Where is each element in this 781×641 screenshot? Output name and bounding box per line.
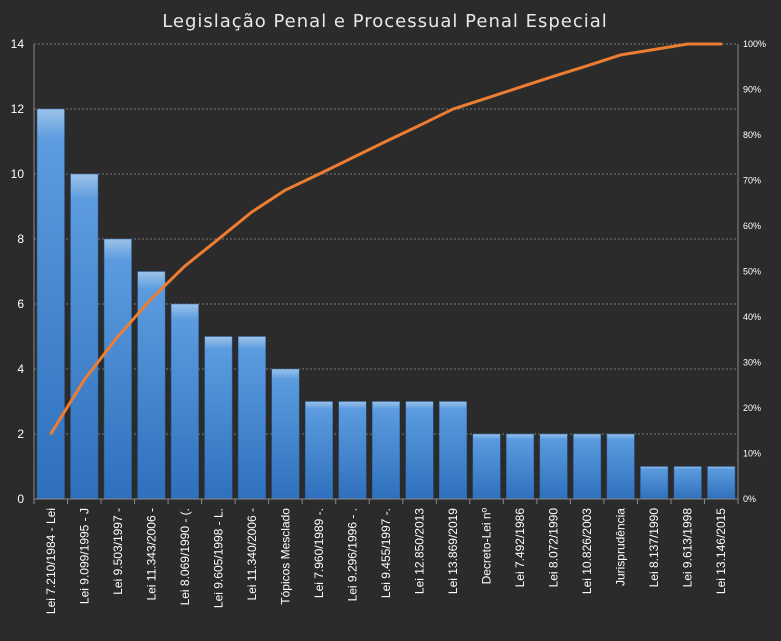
bar: [204, 336, 233, 500]
bars: [36, 108, 736, 500]
y2-axis-tick-labels: 0% 10% 20% 30% 40% 50% 60% 70% 80% 90% 100%: [743, 39, 766, 504]
line-point: [485, 96, 488, 100]
line-point: [83, 378, 86, 381]
line-point: [418, 124, 421, 127]
category-label: Lei 8.137/1990: [647, 508, 661, 588]
category-label: Jurisprudência: [614, 508, 628, 586]
y2-tick-label: 60%: [743, 221, 761, 231]
cumulative-line: [49, 42, 723, 436]
y2-tick-label: 40%: [743, 312, 761, 322]
category-label: Decreto-Lei nº: [480, 507, 494, 584]
category-label: Lei 7.492/1986: [513, 508, 527, 588]
bar: [304, 401, 333, 500]
y2-tick-label: 20%: [743, 403, 761, 413]
line-point: [150, 297, 153, 300]
bar: [36, 108, 65, 500]
category-label: Lei 7.210/1984 - Lei: [44, 508, 58, 614]
bar: [506, 433, 535, 500]
bar: [707, 466, 736, 500]
category-label: Lei 9.296/1996 - .: [345, 508, 359, 601]
category-label: Lei 11.340/2006 -: [245, 508, 259, 601]
line-point: [183, 264, 187, 268]
category-label: Lei 9.613/1998: [681, 508, 695, 588]
line-point: [284, 188, 287, 192]
y-tick-label: 2: [17, 427, 24, 441]
y-tick-label: 6: [17, 297, 24, 311]
line-point: [619, 53, 622, 57]
category-label: Lei 13.869/2019: [446, 508, 460, 594]
category-label: Tópicos Mesclado: [278, 508, 292, 605]
bar: [606, 433, 635, 500]
bar: [573, 433, 602, 500]
bar: [439, 401, 468, 500]
chart-title: Legislação Penal e Processual Penal Espe…: [162, 11, 608, 32]
line-point: [552, 75, 555, 78]
category-label: Lei 8.072/1990: [547, 508, 561, 588]
bar: [271, 368, 300, 500]
y-tick-label: 12: [11, 102, 25, 116]
bar: [70, 173, 99, 500]
x-axis-tick-labels: Lei 7.210/1984 - Lei Lei 9.099/1995 - J Le…: [44, 507, 728, 614]
y2-tick-label: 50%: [743, 267, 761, 277]
bar: [237, 336, 266, 500]
bar: [673, 466, 702, 500]
y-axis-tick-labels: 0 2 4 6 8 10 12 14: [11, 37, 25, 506]
category-label: Lei 7.960/1989 -.: [312, 508, 326, 598]
category-label: Lei 13.146/2015: [714, 508, 728, 594]
category-label: Lei 12.850/2013: [413, 508, 427, 594]
y-tick-label: 10: [11, 167, 25, 181]
y2-tick-label: 0%: [743, 494, 756, 504]
line-point: [384, 140, 388, 143]
line-point: [250, 210, 254, 214]
category-label: Lei 9.605/1998 - L.: [211, 508, 225, 608]
line-point: [686, 42, 689, 46]
line-point: [585, 64, 589, 68]
axes: [33, 44, 739, 504]
bar: [372, 401, 400, 500]
bar: [103, 238, 132, 500]
y-tick-label: 14: [11, 37, 25, 51]
bar: [170, 303, 199, 500]
bar: [539, 433, 568, 500]
category-label: Lei 11.343/2006 -: [144, 508, 158, 601]
y-tick-label: 4: [17, 362, 24, 376]
line-point: [351, 156, 354, 159]
bar: [472, 433, 501, 500]
bar: [137, 271, 166, 500]
line-point: [720, 42, 723, 46]
y2-tick-label: 10%: [743, 449, 761, 459]
y2-tick-label: 80%: [743, 130, 761, 140]
category-label: Lei 10.826/2003: [580, 508, 594, 594]
y2-tick-label: 100%: [743, 39, 766, 49]
line-point: [652, 48, 656, 51]
category-label: Lei 9.455/1997 -.: [379, 508, 393, 598]
category-label: Lei 8.069/1990 - (.: [178, 508, 192, 605]
line-point: [451, 107, 455, 111]
category-label: Lei 9.503/1997 -: [111, 508, 125, 595]
bar: [338, 401, 367, 500]
y2-tick-label: 70%: [743, 176, 761, 186]
line-point: [116, 335, 120, 338]
line-point: [49, 432, 52, 436]
bar: [640, 466, 669, 500]
line-point: [317, 172, 321, 176]
line-point: [217, 237, 220, 241]
y-tick-label: 0: [17, 492, 24, 506]
bar: [405, 401, 434, 500]
y2-tick-label: 30%: [743, 358, 761, 368]
y2-tick-label: 90%: [743, 85, 761, 95]
category-label: Lei 9.099/1995 - J: [77, 508, 91, 604]
y-tick-label: 8: [17, 232, 24, 246]
line-point: [518, 86, 522, 89]
